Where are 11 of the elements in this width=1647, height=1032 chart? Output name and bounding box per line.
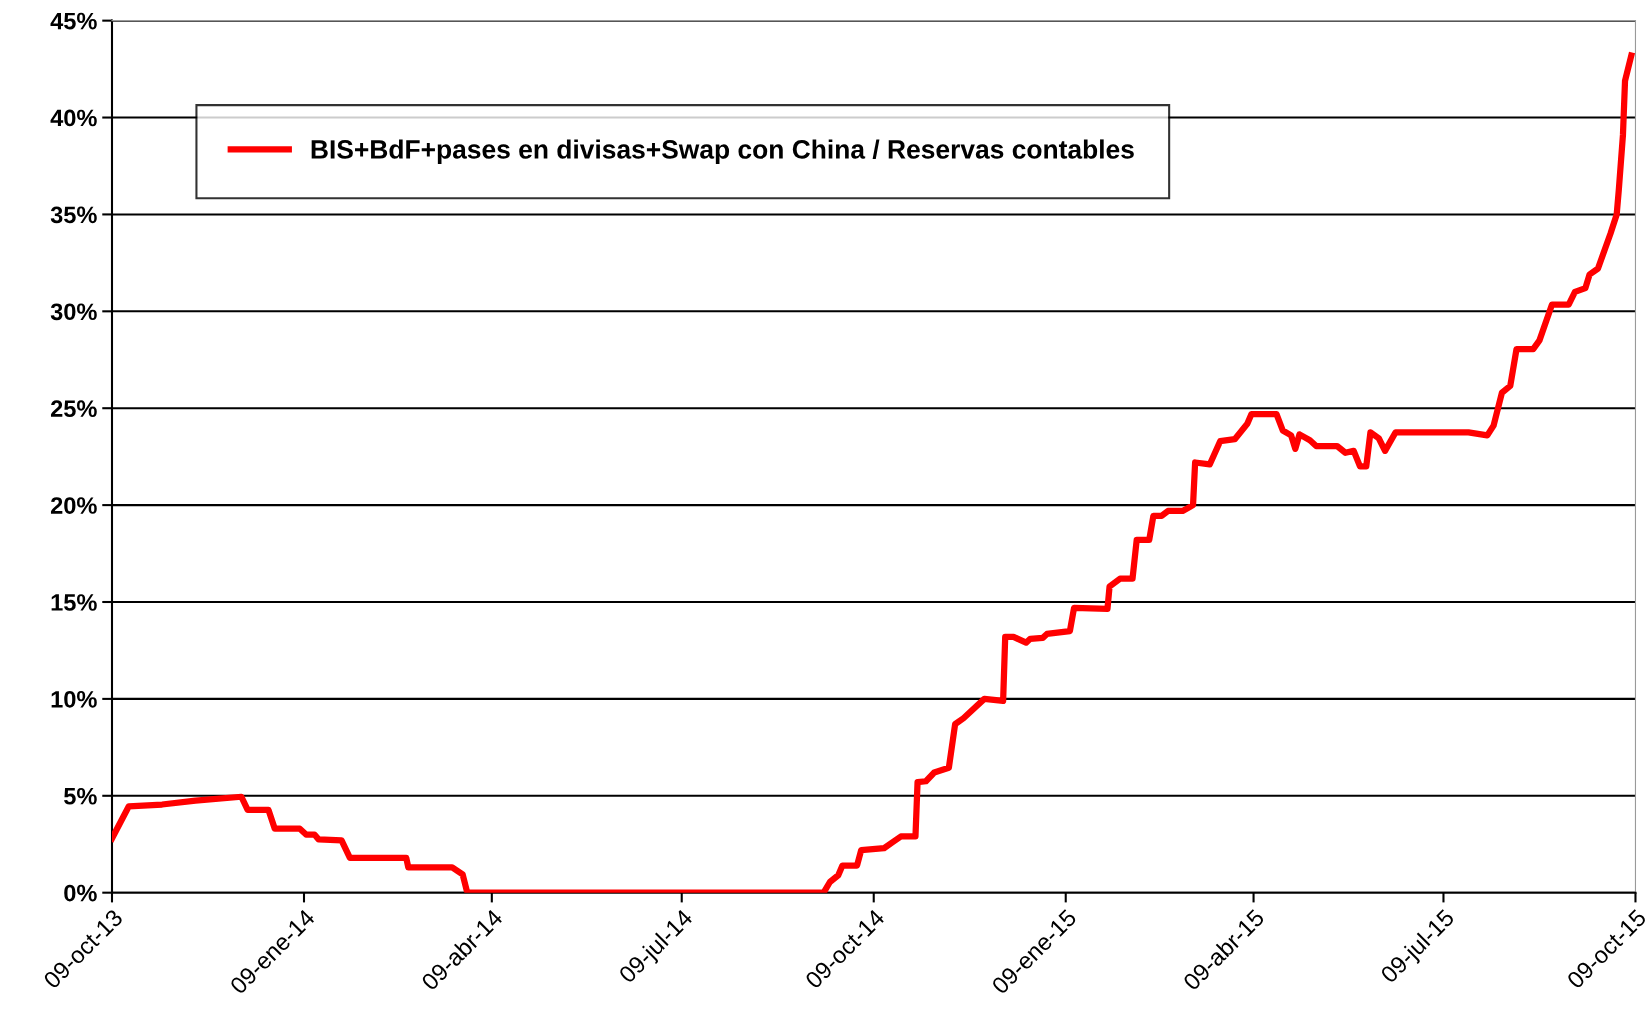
y-tick-label: 5% xyxy=(64,787,97,805)
y-tick-label: 15% xyxy=(51,594,97,611)
y-tick-label: 10% xyxy=(51,690,97,708)
y-tick-label: 20% xyxy=(50,497,97,514)
legend-label: BIS+BdF+pases en divisas+Swap con China / Reservas contables xyxy=(311,139,1134,164)
y-tick-label: 40% xyxy=(50,109,97,127)
y-tick-label: 0% xyxy=(64,884,97,902)
y-tick-label: 35% xyxy=(50,206,97,224)
y-tick-label: 45% xyxy=(50,12,97,30)
y-tick-label: 25% xyxy=(50,400,97,417)
y-tick-label: 30% xyxy=(50,303,97,321)
